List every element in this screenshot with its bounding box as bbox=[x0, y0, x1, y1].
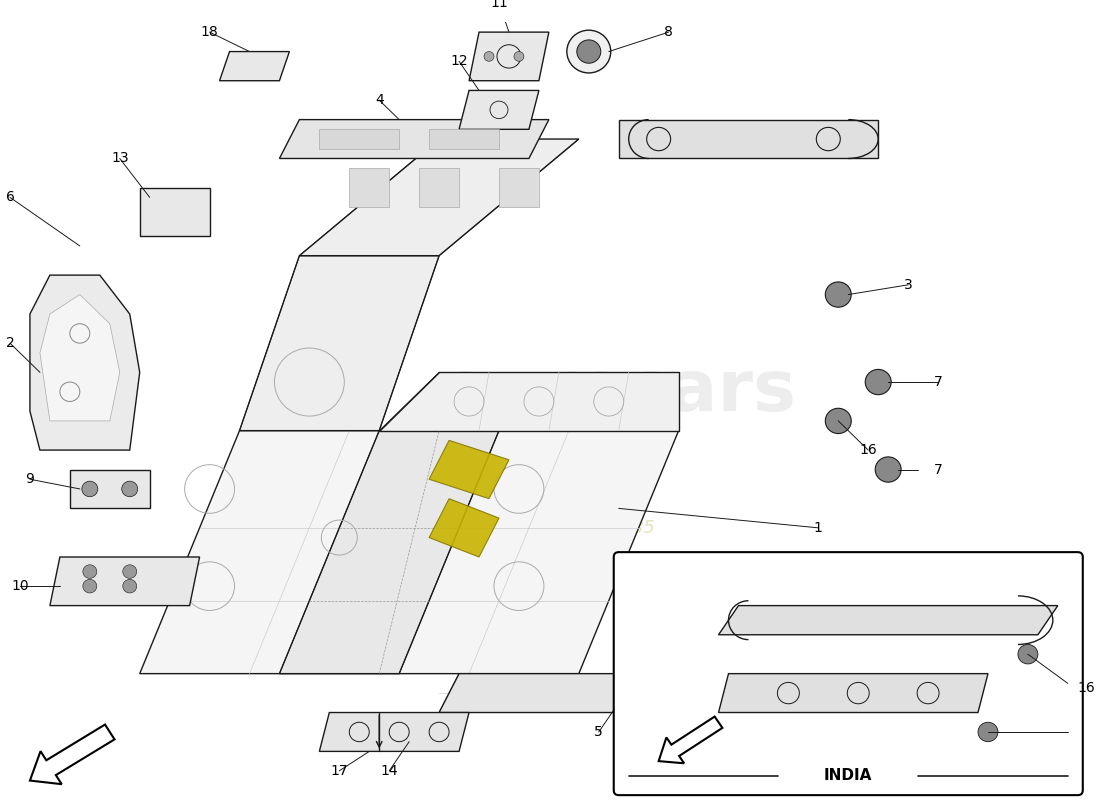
Polygon shape bbox=[319, 130, 399, 149]
Text: 17: 17 bbox=[330, 764, 348, 778]
Polygon shape bbox=[220, 51, 289, 81]
Polygon shape bbox=[30, 275, 140, 450]
Polygon shape bbox=[140, 430, 679, 674]
Text: 7: 7 bbox=[934, 375, 943, 389]
Circle shape bbox=[576, 40, 601, 63]
Circle shape bbox=[122, 481, 138, 497]
Polygon shape bbox=[70, 470, 150, 509]
Polygon shape bbox=[279, 119, 549, 158]
Text: 7: 7 bbox=[934, 462, 943, 477]
Circle shape bbox=[866, 370, 891, 394]
Circle shape bbox=[82, 579, 97, 593]
Polygon shape bbox=[439, 674, 718, 713]
Text: 10: 10 bbox=[11, 579, 29, 593]
Polygon shape bbox=[40, 294, 120, 421]
Circle shape bbox=[978, 722, 998, 742]
Text: 16: 16 bbox=[859, 443, 877, 457]
Polygon shape bbox=[279, 430, 499, 674]
Text: 8: 8 bbox=[664, 25, 673, 39]
FancyArrow shape bbox=[659, 717, 723, 763]
Circle shape bbox=[82, 565, 97, 578]
Polygon shape bbox=[379, 372, 679, 430]
Circle shape bbox=[1018, 645, 1038, 664]
Polygon shape bbox=[718, 606, 1058, 634]
Polygon shape bbox=[718, 674, 988, 713]
Text: 16: 16 bbox=[1078, 682, 1096, 695]
Circle shape bbox=[484, 51, 494, 62]
Text: a passion for parts since 1985: a passion for parts since 1985 bbox=[383, 519, 654, 537]
Text: 13: 13 bbox=[111, 151, 129, 166]
Polygon shape bbox=[469, 32, 549, 81]
Circle shape bbox=[514, 51, 524, 62]
Circle shape bbox=[825, 282, 851, 307]
Polygon shape bbox=[429, 498, 499, 557]
Text: 2: 2 bbox=[6, 336, 14, 350]
Polygon shape bbox=[459, 90, 539, 130]
Polygon shape bbox=[50, 557, 199, 606]
Circle shape bbox=[825, 408, 851, 434]
Text: 12: 12 bbox=[450, 54, 468, 68]
Text: INDIA: INDIA bbox=[824, 768, 872, 783]
Circle shape bbox=[876, 457, 901, 482]
Polygon shape bbox=[429, 440, 509, 498]
Text: 18: 18 bbox=[200, 25, 219, 39]
Polygon shape bbox=[350, 168, 389, 207]
Circle shape bbox=[123, 565, 136, 578]
Polygon shape bbox=[140, 188, 210, 236]
Text: 4: 4 bbox=[375, 93, 384, 107]
Polygon shape bbox=[240, 256, 439, 430]
Text: 14: 14 bbox=[381, 764, 398, 778]
Polygon shape bbox=[499, 168, 539, 207]
Text: eurocars: eurocars bbox=[441, 358, 796, 426]
Text: 1: 1 bbox=[814, 521, 823, 535]
Text: 9: 9 bbox=[25, 472, 34, 486]
Circle shape bbox=[81, 481, 98, 497]
FancyArrow shape bbox=[30, 725, 114, 784]
Circle shape bbox=[566, 30, 610, 73]
Polygon shape bbox=[419, 168, 459, 207]
Text: 5: 5 bbox=[594, 725, 603, 739]
Circle shape bbox=[123, 579, 136, 593]
Polygon shape bbox=[429, 130, 499, 149]
FancyBboxPatch shape bbox=[614, 552, 1082, 795]
Text: 6: 6 bbox=[6, 190, 14, 204]
Text: 11: 11 bbox=[491, 0, 508, 10]
Polygon shape bbox=[319, 713, 469, 751]
Text: 3: 3 bbox=[904, 278, 913, 292]
Polygon shape bbox=[299, 139, 579, 256]
Polygon shape bbox=[618, 119, 878, 158]
